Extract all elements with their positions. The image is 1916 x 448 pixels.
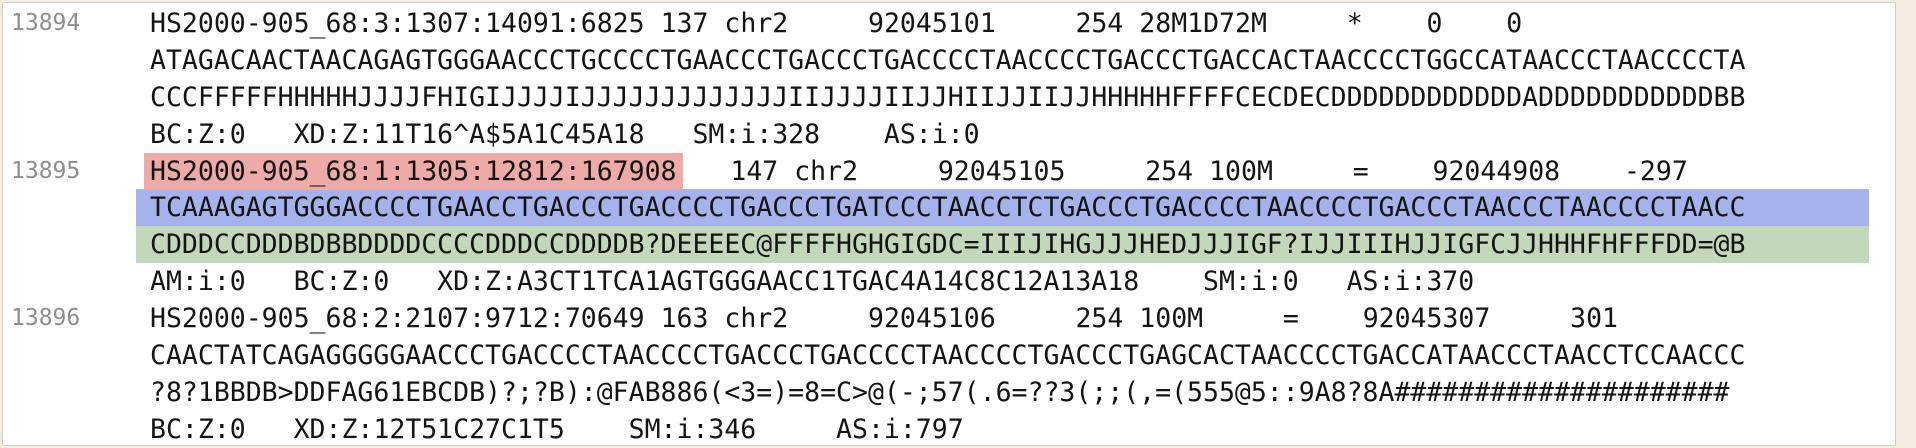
read-quality: ?8?1BBDB>DDFAG61EBCDB)?;?B):@FAB886(<3=)… (150, 377, 1730, 408)
read-tags: AM:i:0 BC:Z:0 XD:Z:A3CT1TCA1AGTGGGAACC1T… (150, 266, 1475, 297)
tlen: 0 (1506, 8, 1523, 39)
flag: 137 (660, 8, 709, 39)
rnext: * (1346, 8, 1363, 39)
pnext: 92044908 (1432, 156, 1561, 187)
rnext: = (1352, 156, 1369, 187)
pos: 92045101 (868, 8, 996, 39)
record-header: HS2000-905_68:1:1305:12812:167908 147 ch… (144, 153, 1688, 190)
read-sequence: CAACTATCAGAGGGGGAACCCTGACCCCTAACCCCTGACC… (150, 340, 1746, 371)
pnext: 0 (1426, 8, 1443, 39)
tlen: -297 (1623, 156, 1688, 187)
flag: 147 (730, 156, 779, 187)
line-13894-header: 13894 HS2000-905_68:3:1307:14091:6825 13… (3, 5, 1895, 42)
sequence-highlight (136, 189, 1869, 226)
qname: HS2000-905_68:3:1307:14091:6825 (150, 8, 645, 39)
pos: 92045105 (937, 156, 1066, 187)
tlen: 301 (1570, 303, 1618, 334)
rname: chr2 (724, 8, 789, 39)
line-number: 13896 (11, 305, 81, 331)
pos: 92045106 (868, 303, 996, 334)
read-tags: BC:Z:0 XD:Z:12T51C27C1T5 SM:i:346 AS:i:7… (150, 414, 964, 445)
cigar: 100M (1139, 303, 1204, 334)
line-13894-tags: BC:Z:0 XD:Z:11T16^A$5A1C45A18 SM:i:328 A… (3, 116, 1895, 153)
quality-highlight (136, 226, 1869, 263)
read-quality: CCCFFFFFHHHHHJJJJFHIGIJJJJIJJJJJJJJJJJJJ… (150, 82, 1746, 113)
line-13895-quality: CDDDCCDDDBDBBDDDDCCCCDDDCCDDDDB?DEEEEC@F… (3, 226, 1895, 263)
line-13896-header: 13896 HS2000-905_68:2:2107:9712:70649 16… (3, 300, 1895, 337)
sam-file-viewer: 13894 HS2000-905_68:3:1307:14091:6825 13… (2, 2, 1896, 446)
rname: chr2 (724, 303, 789, 334)
line-13894-quality: CCCFFFFFHHHHHJJJJFHIGIJJJJIJJJJJJJJJJJJJ… (3, 79, 1895, 116)
qname-highlighted[interactable]: HS2000-905_68:1:1305:12812:167908 (144, 153, 683, 190)
line-13894-sequence: ATAGACAACTAACAGAGTGGGAACCCTGCCCCTGAACCCT… (3, 42, 1895, 79)
line-number: 13894 (11, 10, 81, 36)
record-header: HS2000-905_68:2:2107:9712:70649 163 chr2… (150, 300, 1618, 337)
pnext: 92045307 (1362, 303, 1491, 334)
qname: HS2000-905_68:2:2107:9712:70649 (150, 303, 645, 334)
line-13895-header: 13895 HS2000-905_68:1:1305:12812:167908 … (3, 153, 1895, 190)
line-13896-tags: BC:Z:0 XD:Z:12T51C27C1T5 SM:i:346 AS:i:7… (3, 411, 1895, 448)
line-13895-sequence: TCAAAGAGTGGGACCCCTGAACCTGACCCTGACCCCTGAC… (3, 189, 1895, 226)
line-number: 13895 (11, 158, 81, 184)
read-quality[interactable]: CDDDCCDDDBDBBDDDDCCCCDDDCCDDDDB?DEEEEC@F… (150, 229, 1746, 260)
rname: chr2 (794, 156, 859, 187)
line-13896-sequence: CAACTATCAGAGGGGGAACCCTGACCCCTAACCCCTGACC… (3, 337, 1895, 374)
read-tags: BC:Z:0 XD:Z:11T16^A$5A1C45A18 SM:i:328 A… (150, 119, 980, 150)
line-13895-tags: AM:i:0 BC:Z:0 XD:Z:A3CT1TCA1AGTGGGAACC1T… (3, 263, 1895, 300)
rnext: = (1282, 303, 1299, 334)
read-sequence[interactable]: TCAAAGAGTGGGACCCCTGAACCTGACCCTGACCCCTGAC… (150, 192, 1746, 223)
record-header: HS2000-905_68:3:1307:14091:6825 137 chr2… (150, 5, 1522, 42)
flag: 163 (660, 303, 709, 334)
line-13896-quality: ?8?1BBDB>DDFAG61EBCDB)?;?B):@FAB886(<3=)… (3, 374, 1895, 411)
cigar: 100M (1209, 156, 1273, 187)
mapq: 254 (1075, 303, 1124, 334)
mapq: 254 (1075, 8, 1124, 39)
mapq: 254 (1145, 156, 1194, 187)
cigar: 28M1D72M (1139, 8, 1267, 39)
read-sequence: ATAGACAACTAACAGAGTGGGAACCCTGCCCCTGAACCCT… (150, 45, 1746, 76)
